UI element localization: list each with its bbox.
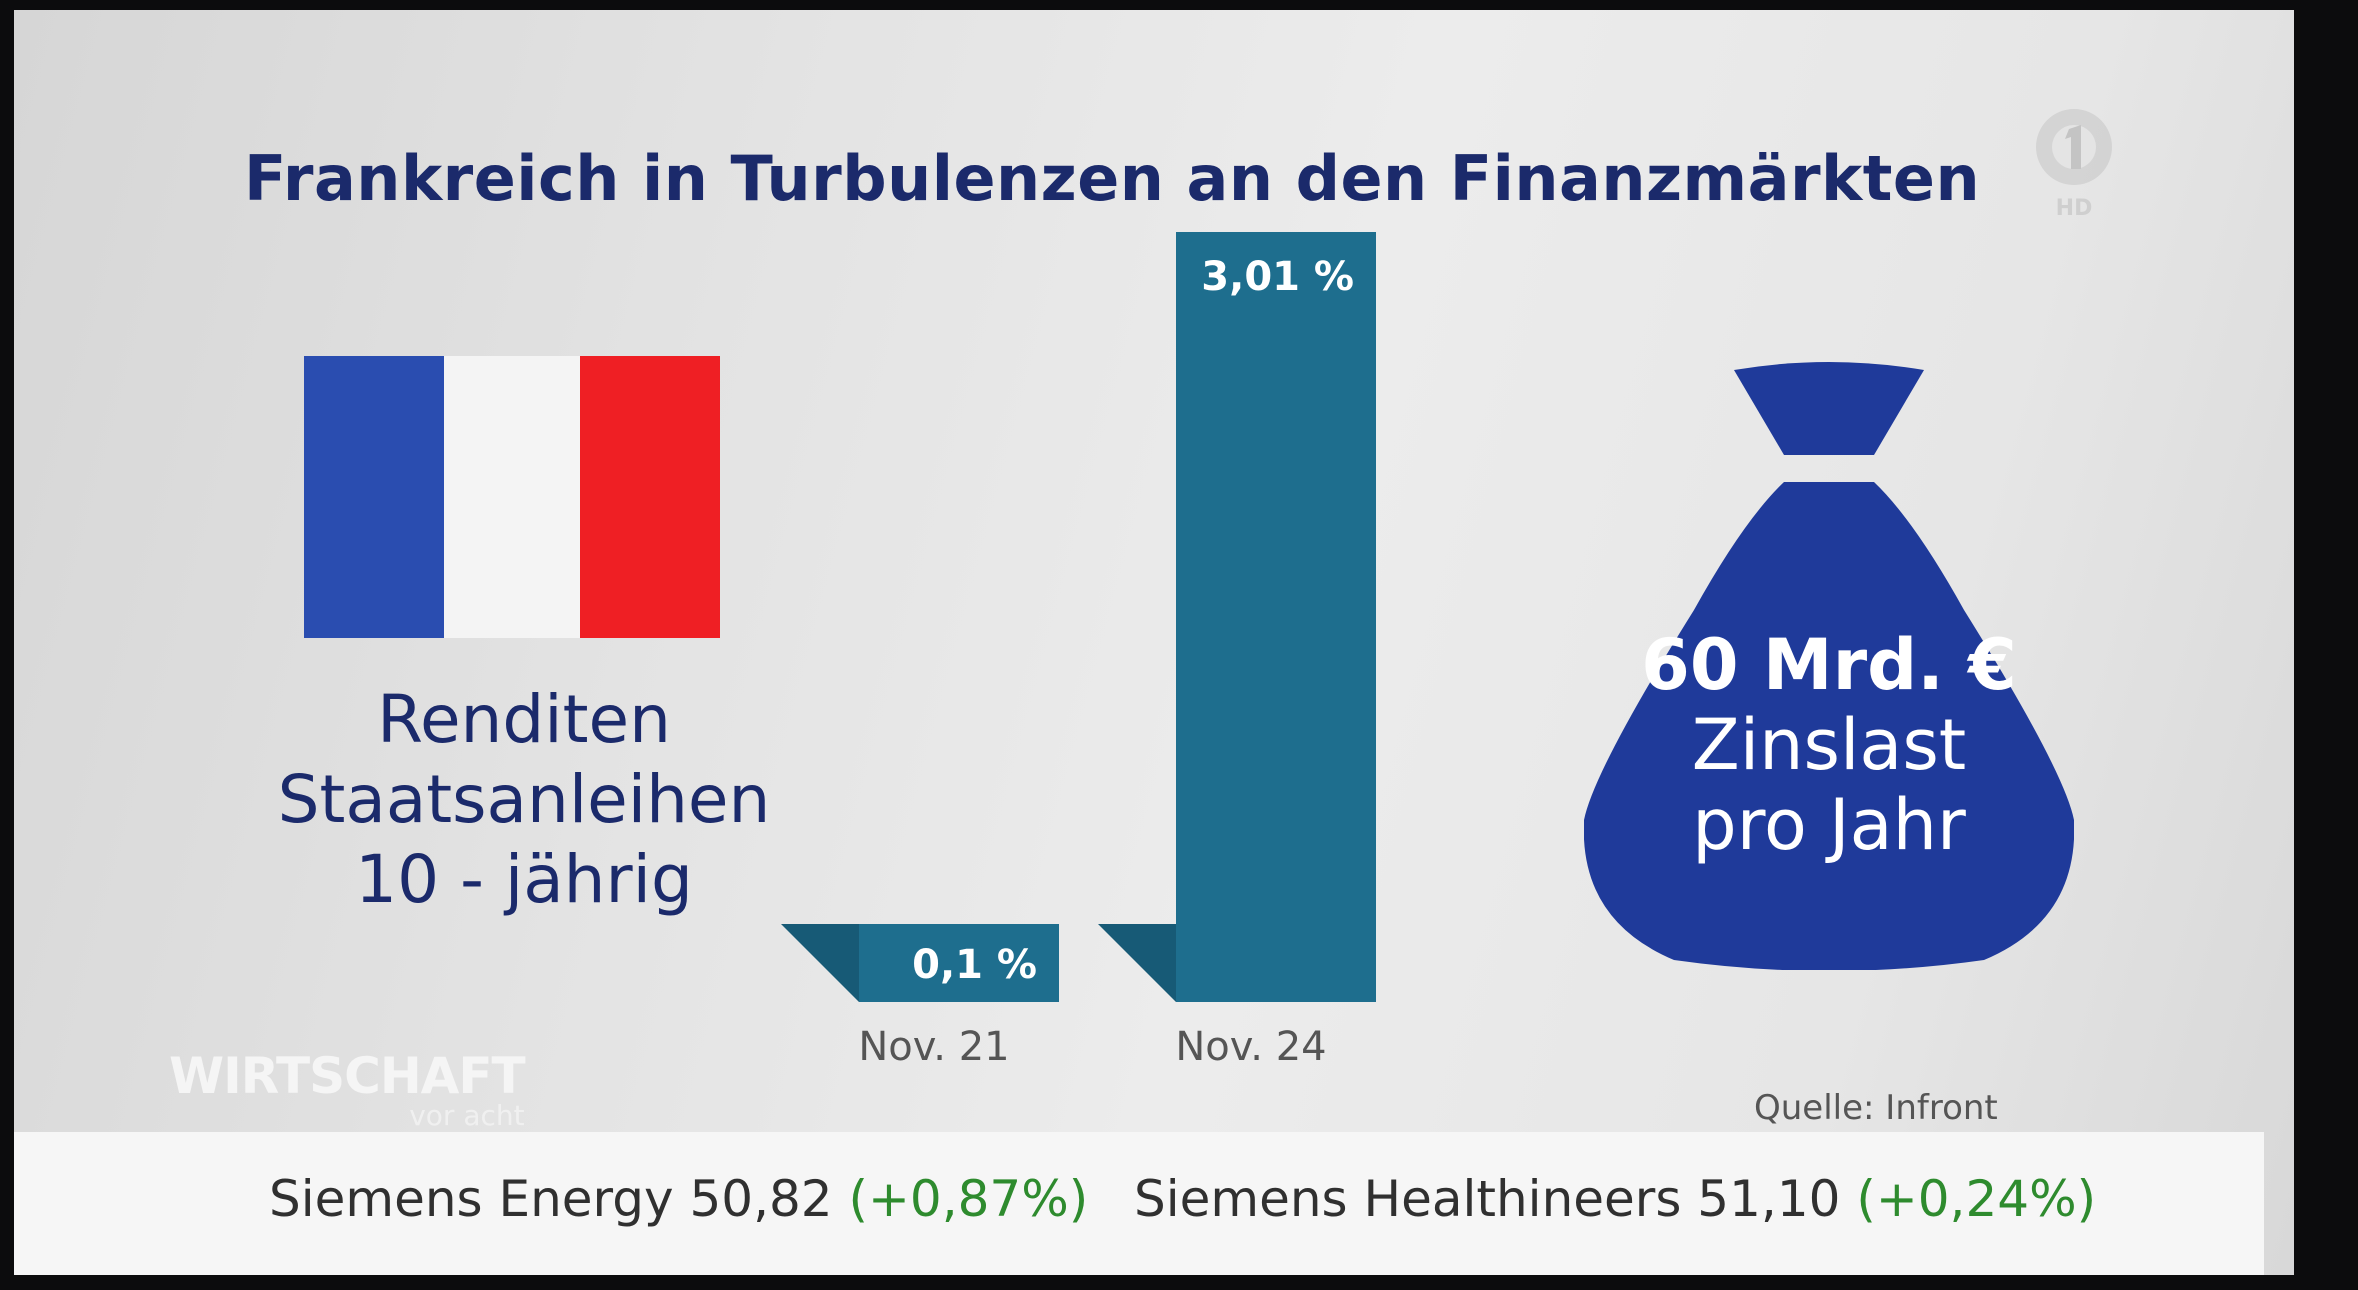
program-logo-subtitle: vor acht bbox=[409, 1099, 525, 1132]
ard-one-icon: HD bbox=[2036, 109, 2112, 221]
ticker-name: Siemens Healthineers bbox=[1134, 1170, 1682, 1228]
flag-white-stripe bbox=[444, 356, 580, 638]
france-flag-icon bbox=[304, 356, 720, 638]
tv-screen: Frankreich in Turbulenzen an den Finanzm… bbox=[14, 10, 2294, 1275]
flag-caption-line-1: Renditen bbox=[377, 681, 671, 758]
x-tick-label: Nov. 24 bbox=[1175, 1024, 1326, 1070]
money-bag-text: 60 Mrd. € Zinslast pro Jahr bbox=[1604, 625, 2054, 865]
money-bag-icon bbox=[1584, 362, 2074, 970]
program-logo: WIRTSCHAFT vor acht bbox=[169, 1047, 526, 1132]
ticker-item: Siemens Energy 50,82 (+0,87%) bbox=[269, 1170, 1088, 1228]
ticker-name: Siemens Energy bbox=[269, 1170, 674, 1228]
money-bag-line-2: Zinslast bbox=[1691, 704, 1967, 786]
money-bag-line-3: pro Jahr bbox=[1692, 784, 1966, 866]
flag-caption: Renditen Staatsanleihen 10 - jährig bbox=[214, 680, 834, 920]
chart-title: Frankreich in Turbulenzen an den Finanzm… bbox=[244, 142, 1981, 215]
bar-fold bbox=[781, 924, 859, 1002]
ticker-item: Siemens Healthineers 51,10 (+0,24%) bbox=[1134, 1170, 2096, 1228]
program-logo-title: WIRTSCHAFT bbox=[169, 1047, 526, 1105]
x-tick-label: Nov. 21 bbox=[858, 1024, 1009, 1070]
source-label: Quelle: Infront bbox=[1754, 1088, 1998, 1128]
ticker-value: 51,10 bbox=[1697, 1170, 1841, 1228]
flag-blue-stripe bbox=[304, 356, 444, 638]
hd-label: HD bbox=[2056, 196, 2093, 221]
stock-ticker: Siemens Energy 50,82 (+0,87%) Siemens He… bbox=[14, 1132, 2264, 1275]
flag-caption-line-3: 10 - jährig bbox=[355, 841, 693, 918]
bar bbox=[1176, 232, 1376, 1002]
ticker-change: (+0,24%) bbox=[1856, 1170, 2097, 1228]
ticker-value: 50,82 bbox=[689, 1170, 833, 1228]
bar-data-label: 3,01 % bbox=[1201, 254, 1354, 300]
flag-caption-line-2: Staatsanleihen bbox=[277, 761, 771, 838]
bar-fold bbox=[1098, 924, 1176, 1002]
ticker-change: (+0,87%) bbox=[848, 1170, 1089, 1228]
bar bbox=[859, 924, 1059, 1002]
flag-red-stripe bbox=[580, 356, 720, 638]
money-bag-amount: 60 Mrd. € bbox=[1641, 624, 2017, 706]
bar-chart: 0,1 % Nov. 21 3,01 % Nov. 24 bbox=[781, 232, 1376, 1070]
bar-data-label: 0,1 % bbox=[912, 942, 1037, 988]
